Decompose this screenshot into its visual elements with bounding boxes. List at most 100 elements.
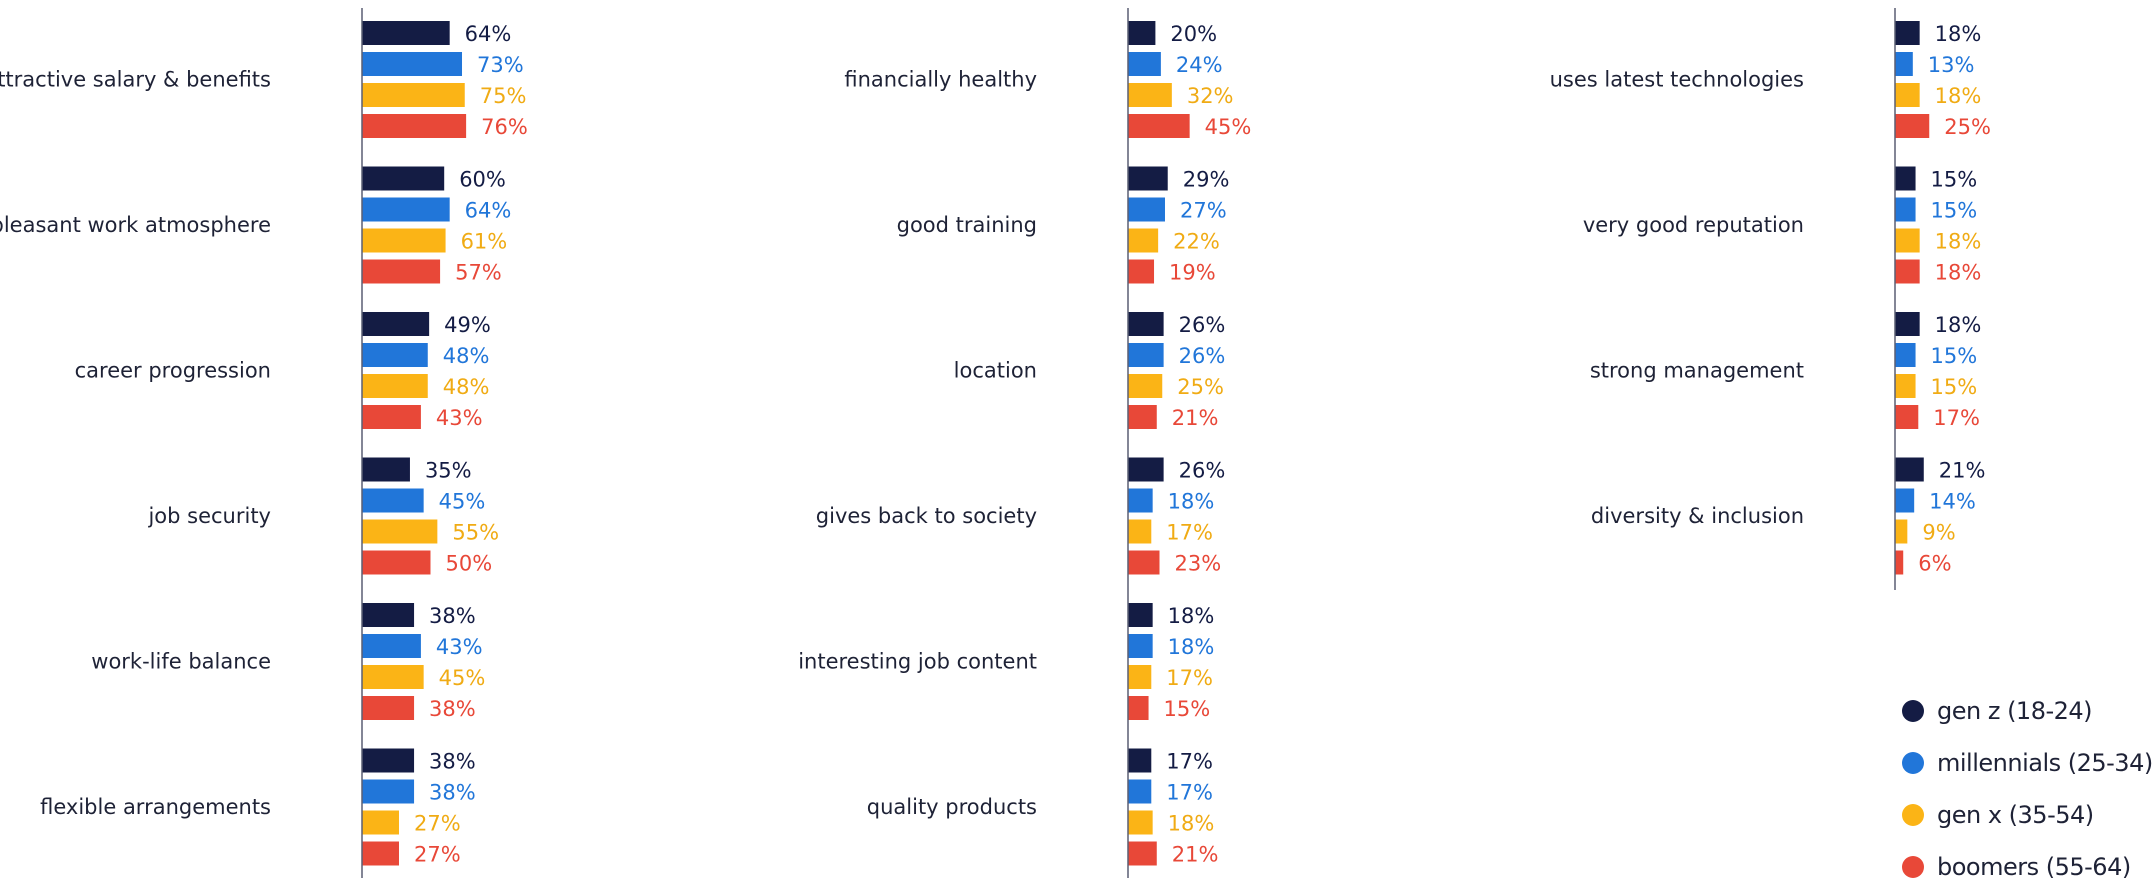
category-label: work-life balance — [91, 650, 271, 674]
panel-1: attractive salary & benefits 64% 73% 75% 76%… — [0, 8, 528, 878]
value-label: 21% — [1939, 459, 1986, 483]
bar — [1128, 603, 1153, 627]
legend-item: gen x (35-54) — [1902, 801, 2094, 829]
bar — [362, 748, 415, 773]
category-label: diversity & inclusion — [1591, 504, 1804, 528]
category-label: interesting job content — [798, 650, 1037, 674]
bar — [362, 841, 399, 866]
bar — [1128, 405, 1157, 429]
legend: gen z (18-24) millennials (25-34) gen x (3… — [1902, 697, 2152, 881]
category-group: strong management 18% 15% 15% 17% — [1590, 312, 1982, 430]
category-label: pleasant work atmosphere — [0, 213, 271, 237]
bar — [1128, 488, 1153, 513]
value-label: 17% — [1933, 406, 1980, 430]
value-label: 18% — [1935, 84, 1982, 108]
category-group: location 26% 26% 25% 21% — [954, 312, 1226, 430]
bar — [1895, 166, 1916, 191]
bar — [362, 779, 415, 804]
category-label: financially healthy — [844, 68, 1037, 92]
value-label: 23% — [1175, 552, 1222, 576]
value-label: 15% — [1931, 344, 1978, 368]
category-group: career progression 49% 48% 48% 43% — [75, 312, 491, 430]
bar — [362, 21, 450, 45]
value-label: 25% — [1177, 375, 1224, 399]
bar — [1128, 841, 1157, 866]
value-label: 27% — [414, 843, 461, 867]
value-label: 45% — [1205, 115, 1252, 139]
value-label: 45% — [439, 490, 486, 514]
value-label: 43% — [436, 635, 483, 659]
value-label: 24% — [1176, 53, 1223, 77]
bar — [362, 312, 430, 336]
bar — [1128, 550, 1160, 575]
legend-label: gen x (35-54) — [1937, 801, 2094, 829]
value-label: 6% — [1918, 552, 1951, 576]
value-label: 38% — [429, 750, 476, 774]
bar — [1128, 665, 1152, 689]
category-group: good training 29% 27% 22% 19% — [897, 166, 1230, 285]
value-label: 18% — [1168, 812, 1215, 836]
legend-label: millennials (25-34) — [1937, 749, 2152, 777]
panel-3: uses latest technologies 18% 13% 18% 25% very… — [1550, 8, 1991, 590]
category-group: quality products 17% 17% 18% 21% — [867, 748, 1218, 867]
category-group: interesting job content 18% 18% 17% 15% — [798, 603, 1214, 721]
category-group: financially healthy 20% 24% 32% 45% — [844, 21, 1251, 139]
legend-item: millennials (25-34) — [1902, 749, 2152, 777]
value-label: 38% — [429, 697, 476, 721]
category-label: good training — [897, 213, 1037, 237]
value-label: 13% — [1928, 53, 1975, 77]
category-group: gives back to society 26% 18% 17% 23% — [816, 457, 1225, 576]
value-label: 29% — [1183, 168, 1230, 192]
value-label: 27% — [1180, 199, 1227, 223]
value-label: 38% — [429, 604, 476, 628]
bar — [1895, 83, 1920, 107]
bar — [362, 696, 415, 720]
value-label: 18% — [1935, 261, 1982, 285]
bar — [1895, 519, 1908, 544]
bar — [1128, 779, 1152, 804]
bar — [362, 343, 428, 367]
legend-item: gen z (18-24) — [1902, 697, 2093, 725]
category-label: career progression — [75, 359, 271, 383]
bar — [1128, 52, 1161, 76]
value-label: 22% — [1173, 230, 1220, 254]
value-label: 76% — [481, 115, 528, 139]
value-label: 48% — [443, 344, 490, 368]
value-label: 18% — [1935, 22, 1982, 46]
value-label: 35% — [425, 459, 472, 483]
value-label: 18% — [1168, 635, 1215, 659]
panel-2: financially healthy 20% 24% 32% 45% good trai… — [798, 8, 1251, 878]
bar — [362, 405, 421, 429]
bar — [1895, 259, 1920, 284]
bar — [1895, 343, 1916, 367]
value-label: 15% — [1931, 199, 1978, 223]
value-label: 26% — [1179, 313, 1226, 337]
value-label: 60% — [459, 168, 506, 192]
bar — [1895, 457, 1924, 482]
value-label: 15% — [1931, 168, 1978, 192]
bar — [362, 457, 410, 482]
bar — [362, 166, 445, 191]
bar — [1128, 114, 1190, 138]
category-label: job security — [147, 504, 271, 528]
category-group: work-life balance 38% 43% 45% 38% — [91, 603, 485, 721]
value-label: 15% — [1931, 375, 1978, 399]
bar — [1128, 696, 1149, 720]
bar — [362, 488, 424, 513]
bar — [1128, 83, 1172, 107]
category-label: flexible arrangements — [40, 795, 271, 819]
bar — [1895, 114, 1930, 138]
bar — [1128, 21, 1156, 45]
value-label: 17% — [1166, 666, 1213, 690]
bar — [1128, 228, 1159, 253]
value-label: 19% — [1169, 261, 1216, 285]
value-label: 15% — [1164, 697, 1211, 721]
bar — [1128, 312, 1164, 336]
bar — [362, 634, 421, 658]
bar — [1895, 52, 1913, 76]
legend-marker — [1902, 700, 1924, 722]
value-label: 18% — [1935, 313, 1982, 337]
value-label: 49% — [444, 313, 491, 337]
value-label: 18% — [1168, 604, 1215, 628]
